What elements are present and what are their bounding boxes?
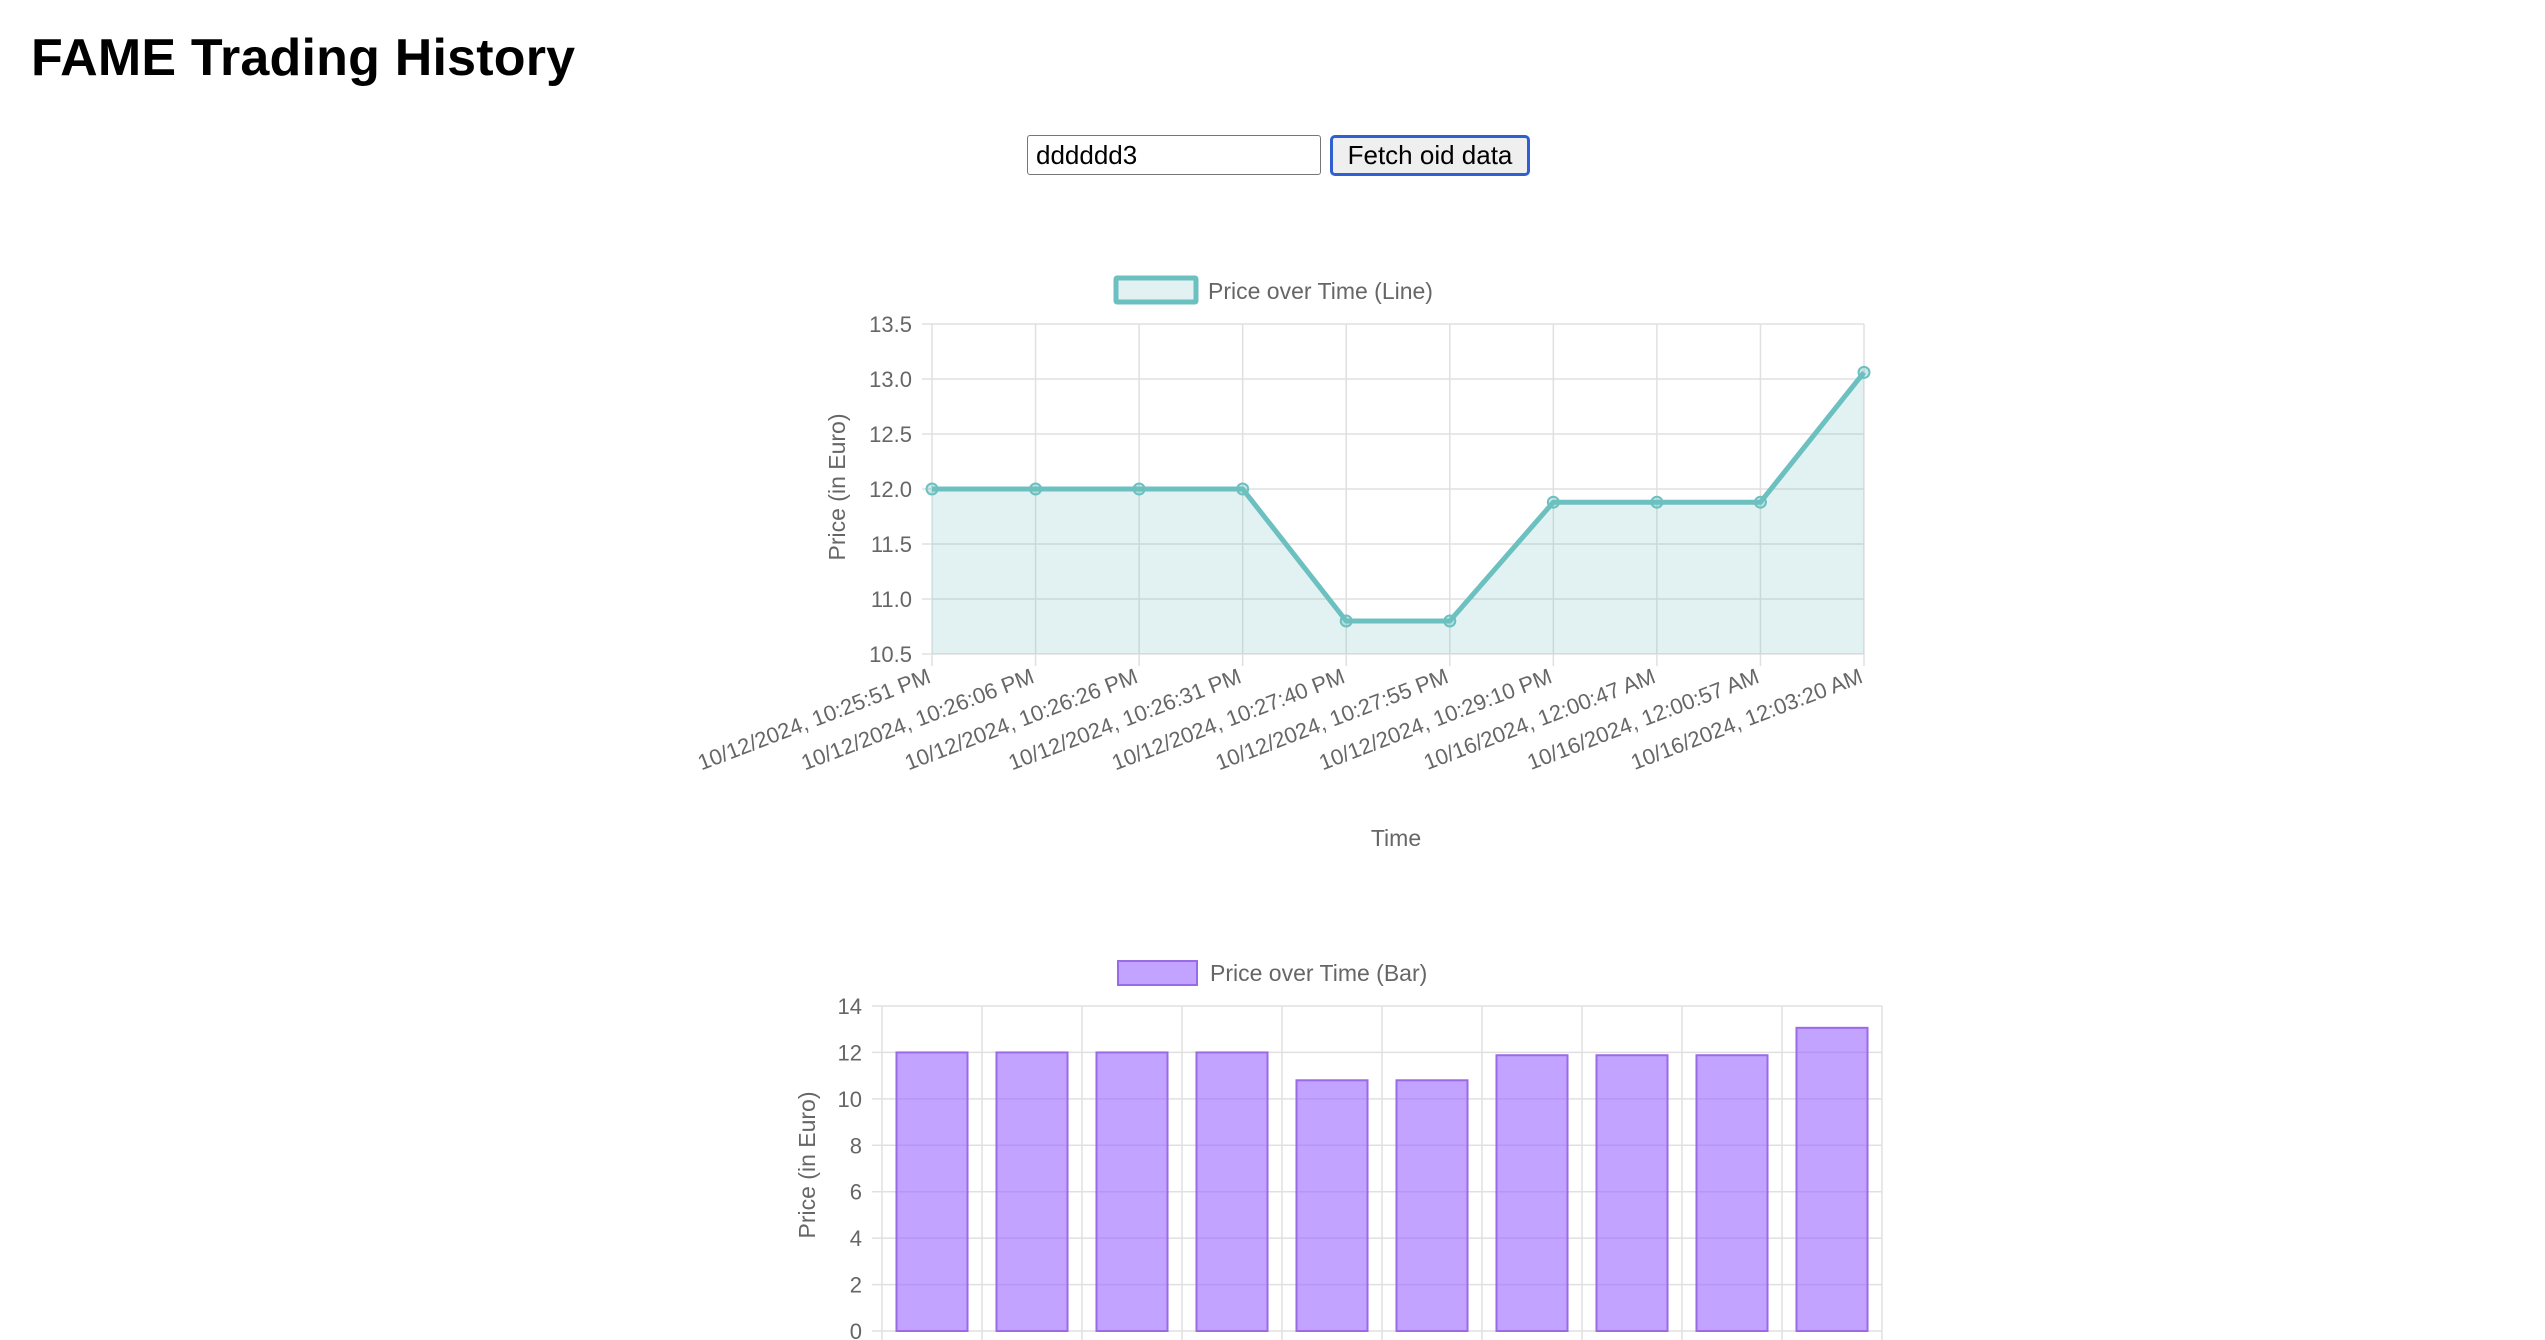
- line-chart-series: [925, 365, 1871, 654]
- line-chart-x-axis-title: Time: [1371, 825, 1421, 851]
- bar[interactable]: [1295, 1079, 1369, 1333]
- line-chart-y-axis-title: Price (in Euro): [824, 414, 850, 561]
- bar-y-tick-label: 6: [850, 1180, 862, 1205]
- bar-chart-y-axis-title: Price (in Euro): [794, 1092, 820, 1239]
- line-data-point[interactable]: [1857, 365, 1871, 379]
- bar-y-tick-label: 12: [838, 1040, 862, 1065]
- bar-y-tick-label: 4: [850, 1226, 862, 1251]
- bar[interactable]: [1395, 1079, 1469, 1333]
- bar-chart-y-ticks: 0 2 4 6 8 10 12 14: [838, 994, 862, 1340]
- line-data-point[interactable]: [1650, 495, 1664, 509]
- bar[interactable]: [1495, 1054, 1569, 1332]
- bar-y-tick-label: 0: [850, 1319, 862, 1340]
- bar-y-tick-label: 10: [838, 1087, 862, 1112]
- line-data-point[interactable]: [925, 482, 939, 496]
- bar-chart-series: [895, 1026, 1869, 1333]
- page-title: FAME Trading History: [31, 29, 576, 87]
- line-series-path: [932, 370, 1866, 624]
- bar-y-tick-label: 14: [838, 994, 862, 1019]
- line-data-point[interactable]: [1339, 614, 1353, 628]
- bar[interactable]: [1595, 1054, 1669, 1332]
- bar-y-tick-label: 2: [850, 1273, 862, 1298]
- line-data-point[interactable]: [1132, 482, 1146, 496]
- bar[interactable]: [1195, 1051, 1269, 1333]
- bar-y-tick-label: 8: [850, 1133, 862, 1158]
- bar-legend-swatch: [1117, 960, 1198, 986]
- line-data-point[interactable]: [1546, 495, 1560, 509]
- line-y-tick-label: 11.0: [871, 587, 912, 612]
- bar[interactable]: [1095, 1051, 1169, 1333]
- oid-input[interactable]: [1027, 135, 1321, 175]
- bar-legend-label: Price over Time (Bar): [1210, 960, 1427, 986]
- bar[interactable]: [1695, 1054, 1769, 1332]
- fetch-oid-data-button[interactable]: Fetch oid data: [1330, 135, 1530, 176]
- bar[interactable]: [1795, 1026, 1869, 1332]
- bar-chart-grid: [872, 1005, 1883, 1340]
- line-chart-legend[interactable]: Price over Time (Line): [1113, 275, 1433, 305]
- line-chart-grid: [922, 323, 1865, 666]
- line-data-point[interactable]: [1236, 482, 1250, 496]
- line-data-point[interactable]: [1753, 495, 1767, 509]
- bar-chart-legend[interactable]: Price over Time (Bar): [1117, 960, 1427, 986]
- line-y-tick-label: 13.5: [869, 312, 912, 337]
- line-y-tick-label: 13.0: [869, 367, 912, 392]
- bar[interactable]: [995, 1051, 1069, 1333]
- line-data-point[interactable]: [1029, 482, 1043, 496]
- line-y-tick-label: 12.0: [869, 477, 912, 502]
- line-y-tick-label: 11.5: [871, 532, 912, 557]
- line-legend-label: Price over Time (Line): [1208, 278, 1433, 304]
- line-legend-swatch: [1113, 275, 1199, 305]
- line-chart: Price over Time (Line) 10.511.011.512.01…: [694, 275, 1871, 851]
- bar-chart: Price over Time (Bar) 0 2 4 6 8 10 12 14 Price …: [794, 960, 1883, 1340]
- line-data-point[interactable]: [1443, 614, 1457, 628]
- bar[interactable]: [895, 1051, 969, 1333]
- line-chart-y-ticks: 10.5 11.0 11.5 12.0 12.5 13.0 13.5: [869, 312, 912, 667]
- line-area-fill: [932, 372, 1864, 654]
- line-y-tick-label: 12.5: [869, 422, 912, 447]
- line-y-tick-label: 10.5: [869, 642, 912, 667]
